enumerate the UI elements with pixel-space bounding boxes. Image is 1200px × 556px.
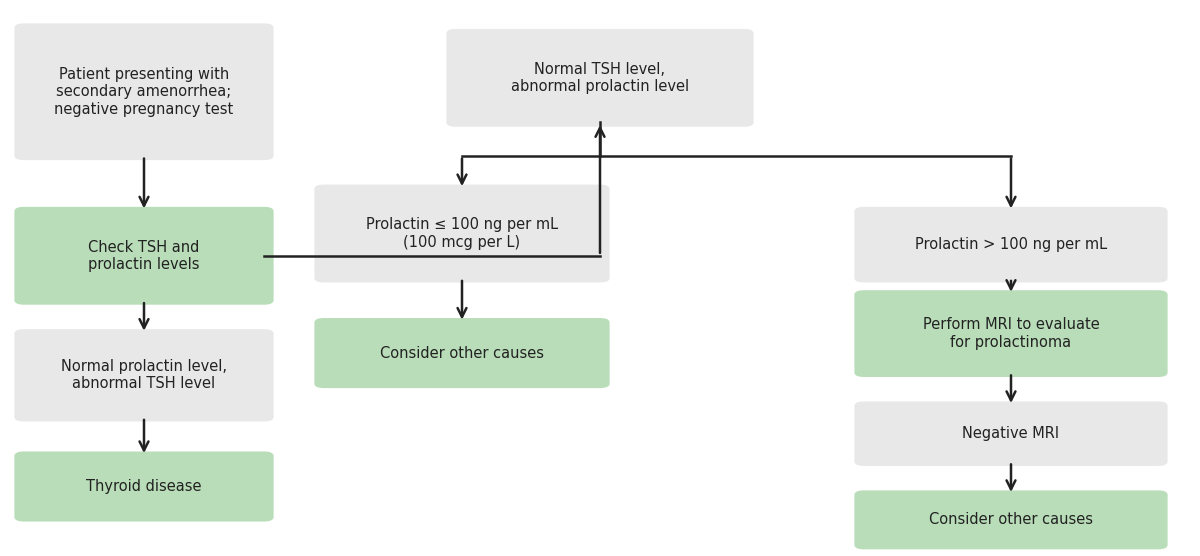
FancyBboxPatch shape [854, 207, 1168, 282]
FancyBboxPatch shape [854, 490, 1168, 549]
Text: Patient presenting with
secondary amenorrhea;
negative pregnancy test: Patient presenting with secondary amenor… [54, 67, 234, 117]
FancyBboxPatch shape [14, 207, 274, 305]
Text: Negative MRI: Negative MRI [962, 426, 1060, 441]
Text: Consider other causes: Consider other causes [380, 346, 544, 360]
FancyBboxPatch shape [14, 23, 274, 160]
Text: Thyroid disease: Thyroid disease [86, 479, 202, 494]
Text: Check TSH and
prolactin levels: Check TSH and prolactin levels [89, 240, 199, 272]
FancyBboxPatch shape [14, 451, 274, 522]
Text: Consider other causes: Consider other causes [929, 513, 1093, 527]
Text: Normal TSH level,
abnormal prolactin level: Normal TSH level, abnormal prolactin lev… [511, 62, 689, 94]
Text: Normal prolactin level,
abnormal TSH level: Normal prolactin level, abnormal TSH lev… [61, 359, 227, 391]
FancyBboxPatch shape [854, 290, 1168, 377]
FancyBboxPatch shape [854, 401, 1168, 466]
Text: Perform MRI to evaluate
for prolactinoma: Perform MRI to evaluate for prolactinoma [923, 317, 1099, 350]
FancyBboxPatch shape [14, 329, 274, 421]
FancyBboxPatch shape [446, 29, 754, 127]
FancyBboxPatch shape [314, 185, 610, 282]
Text: Prolactin > 100 ng per mL: Prolactin > 100 ng per mL [914, 237, 1108, 252]
Text: Prolactin ≤ 100 ng per mL
(100 mcg per L): Prolactin ≤ 100 ng per mL (100 mcg per L… [366, 217, 558, 250]
FancyBboxPatch shape [314, 318, 610, 388]
